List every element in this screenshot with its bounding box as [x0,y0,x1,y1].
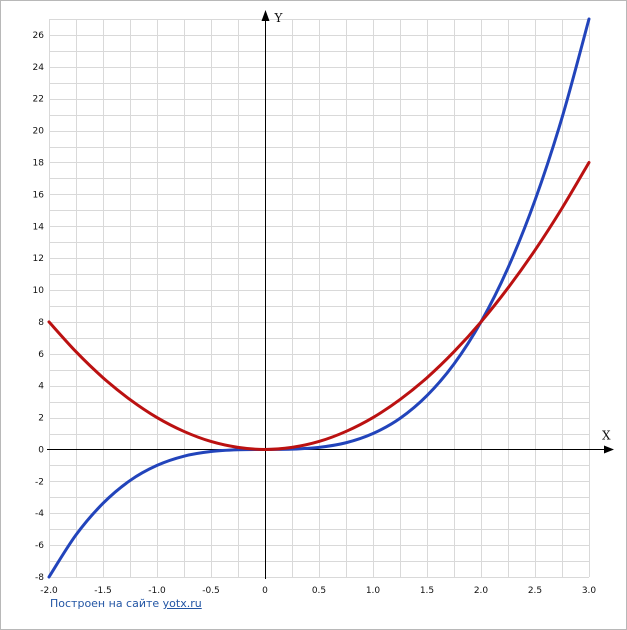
x-tick-label: 2.0 [474,586,489,596]
y-tick-label: 16 [33,190,45,200]
series-group [47,17,591,579]
y-tick-label: 26 [33,31,45,41]
credit-link[interactable]: yotx.ru [162,597,202,610]
x-axis-label: X [602,429,611,443]
x-tick-label: 2.5 [528,586,542,596]
series-line-2 [47,160,591,451]
y-tick-label: 10 [33,286,45,296]
x-tick-label: -2.0 [40,586,58,596]
series-line-1 [47,17,591,579]
x-tick-label: 1.0 [366,586,381,596]
y-tick-label: 2 [38,414,44,424]
x-tick-label: -1.0 [148,586,166,596]
y-tick-label: 18 [33,158,45,168]
y-tick-label: 12 [33,254,44,264]
y-axis-arrow-icon [261,10,270,21]
y-axis-label: Y [274,11,284,25]
y-tick-label: -4 [35,509,44,519]
y-tick-label: -6 [35,541,44,551]
y-tick-label: 24 [33,63,45,73]
y-tick-label: 22 [33,95,44,105]
x-ticks: -2.0 -1.5 -1.0 -0.5 0 0.5 1.0 1.5 2.0 2.5 3.0 [40,586,596,596]
y-tick-label: 8 [38,318,44,328]
axes [47,10,614,579]
x-tick-label: 1.5 [420,586,434,596]
grid [49,19,590,578]
y-tick-label: -8 [35,573,44,583]
y-tick-label: 4 [38,382,44,392]
y-tick-label: 20 [33,127,45,137]
x-tick-label: 0.5 [312,586,326,596]
credit-line: Построен на сайте yotx.ru [50,597,202,610]
y-tick-label: 0 [38,445,44,455]
x-axis-arrow-icon [604,445,614,454]
x-tick-label: -0.5 [202,586,220,596]
x-tick-label: 3.0 [582,586,597,596]
x-tick-label: 0 [262,586,268,596]
x-tick-label: -1.5 [94,586,112,596]
y-tick-label: 6 [38,350,44,360]
y-tick-label: 14 [33,222,45,232]
y-tick-label: -2 [35,477,44,487]
credit-text: Построен на сайте [50,597,163,610]
